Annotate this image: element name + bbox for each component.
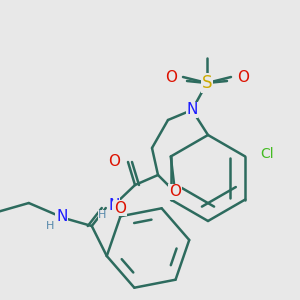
Text: N: N xyxy=(56,208,68,224)
Text: Cl: Cl xyxy=(260,148,274,161)
Text: H: H xyxy=(98,210,106,220)
Text: S: S xyxy=(202,74,212,92)
Text: N: N xyxy=(108,197,120,212)
Text: H: H xyxy=(46,221,54,231)
Text: O: O xyxy=(165,70,177,85)
Text: O: O xyxy=(237,70,249,85)
Text: N: N xyxy=(186,103,198,118)
Text: O: O xyxy=(108,154,120,169)
Text: O: O xyxy=(114,200,126,215)
Text: O: O xyxy=(169,184,181,200)
